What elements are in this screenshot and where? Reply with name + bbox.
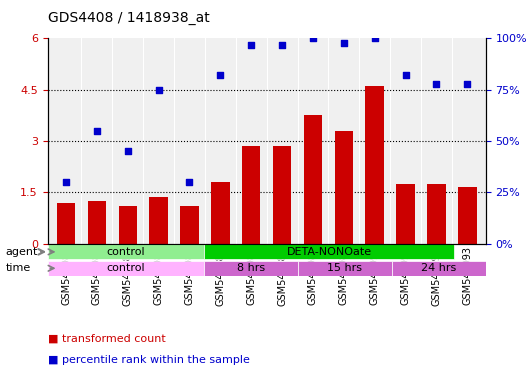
FancyBboxPatch shape xyxy=(392,261,486,276)
Bar xyxy=(273,146,291,243)
Point xyxy=(185,179,194,185)
Bar xyxy=(335,131,353,243)
Bar xyxy=(149,197,168,243)
Text: time: time xyxy=(5,263,31,273)
Bar xyxy=(57,203,76,243)
Text: GDS4408 / 1418938_at: GDS4408 / 1418938_at xyxy=(48,11,209,25)
Point xyxy=(93,128,101,134)
FancyBboxPatch shape xyxy=(48,245,204,259)
Bar xyxy=(88,201,106,243)
Point xyxy=(154,87,163,93)
Point xyxy=(278,41,286,48)
Bar xyxy=(365,86,384,243)
Bar xyxy=(180,206,199,243)
FancyBboxPatch shape xyxy=(298,261,392,276)
Text: agent: agent xyxy=(5,247,37,257)
Point xyxy=(309,35,317,41)
Bar xyxy=(211,182,230,243)
Point xyxy=(401,72,410,78)
Point xyxy=(216,72,224,78)
FancyBboxPatch shape xyxy=(204,245,455,259)
Point xyxy=(463,81,472,87)
Point xyxy=(432,81,440,87)
Point xyxy=(124,148,132,154)
Bar xyxy=(242,146,260,243)
Text: 8 hrs: 8 hrs xyxy=(237,263,265,273)
Bar xyxy=(427,184,446,243)
Bar xyxy=(458,187,476,243)
Point xyxy=(371,35,379,41)
Bar xyxy=(118,206,137,243)
Text: ■ transformed count: ■ transformed count xyxy=(48,334,165,344)
Point xyxy=(247,41,256,48)
Text: 15 hrs: 15 hrs xyxy=(327,263,362,273)
FancyBboxPatch shape xyxy=(204,261,298,276)
Point xyxy=(62,179,70,185)
Text: 24 hrs: 24 hrs xyxy=(421,263,456,273)
Text: control: control xyxy=(107,247,145,257)
Text: control: control xyxy=(107,263,145,273)
FancyBboxPatch shape xyxy=(48,261,204,276)
Point xyxy=(340,40,348,46)
Text: DETA-NONOate: DETA-NONOate xyxy=(287,247,372,257)
Text: ■ percentile rank within the sample: ■ percentile rank within the sample xyxy=(48,355,249,365)
Bar xyxy=(396,184,415,243)
Bar xyxy=(304,115,322,243)
